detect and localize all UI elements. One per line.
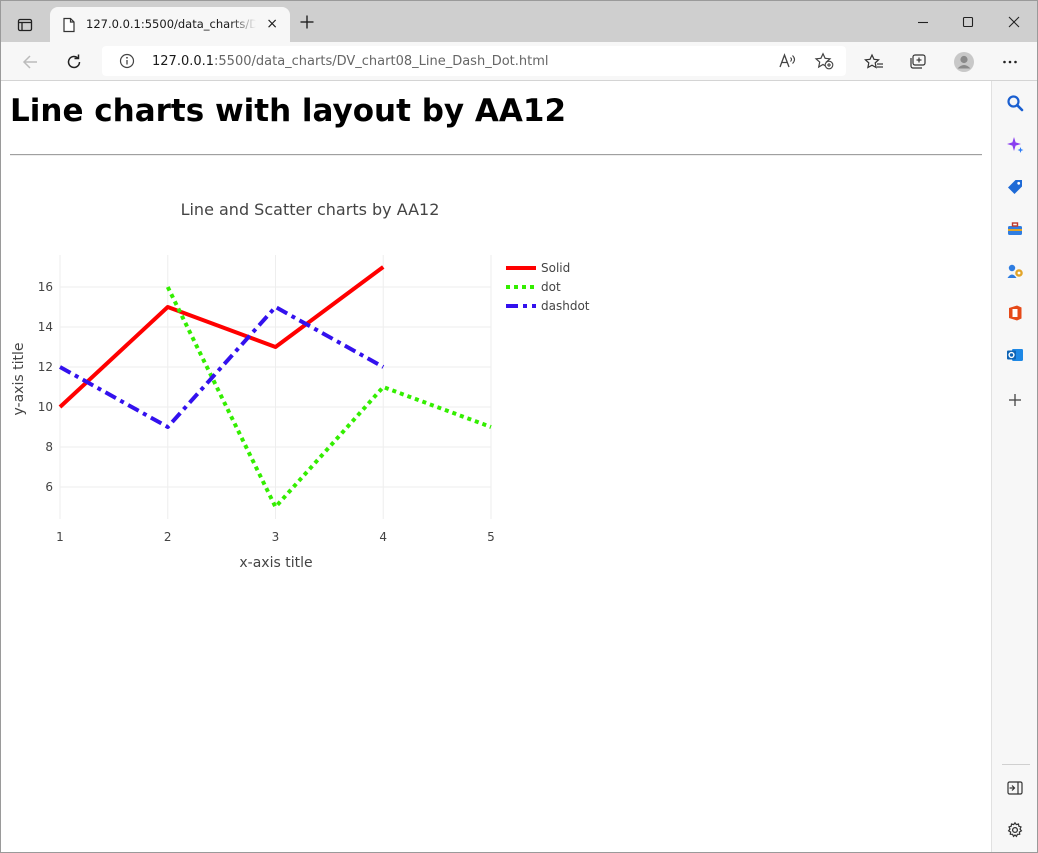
outlook-icon [1007, 349, 1023, 361]
new-tab-button[interactable] [297, 12, 317, 32]
sidebar-hide[interactable] [1004, 777, 1026, 799]
legend-label: dot [541, 280, 561, 294]
sidebar-add[interactable] [1004, 389, 1026, 411]
tag-icon [1008, 180, 1022, 194]
legend-item-dot[interactable]: dot [506, 280, 561, 294]
tab-close-button[interactable]: × [266, 16, 278, 32]
page-heading: Line charts with layout by AA12 [10, 93, 567, 129]
x-tick-label: 1 [56, 530, 64, 544]
plus-icon [300, 15, 314, 29]
settings-and-more-button[interactable] [999, 51, 1021, 73]
more-icon [1003, 60, 1017, 64]
sidebar-search[interactable] [1004, 92, 1026, 114]
x-tick-label: 3 [272, 530, 280, 544]
back-button[interactable] [19, 51, 41, 73]
search-icon [1007, 95, 1024, 112]
edge-sidebar [991, 81, 1037, 852]
arrow-left-icon [22, 55, 37, 69]
favorites-icon [864, 53, 883, 69]
series-line-dashdot [59, 305, 385, 429]
address-bar[interactable]: 127.0.0.1:5500/data_charts/DV_chart08_Li… [102, 46, 846, 76]
y-tick-label: 16 [38, 280, 53, 294]
plus-icon [1009, 394, 1021, 406]
tab-strip: 127.0.0.1:5500/data_charts/DV_chart08_Li… [1, 1, 1037, 42]
collections-icon [910, 54, 926, 69]
refresh-button[interactable] [63, 51, 85, 73]
add-favorite-icon[interactable] [814, 52, 834, 70]
sidebar-copilot[interactable] [1004, 134, 1026, 156]
minimize-button[interactable] [913, 12, 933, 32]
sidebar-settings[interactable] [1004, 819, 1026, 841]
sidebar-games[interactable] [1004, 260, 1026, 282]
tab-actions-button[interactable] [11, 11, 39, 39]
y-tick-label: 12 [38, 360, 53, 374]
legend-item-dashdot[interactable]: dashdot [506, 299, 590, 313]
close-icon [1008, 16, 1020, 28]
minimize-icon [918, 21, 928, 24]
toolbox-icon [1008, 222, 1022, 235]
x-tick-label: 5 [487, 530, 495, 544]
y-axis-title: y-axis title [11, 343, 27, 416]
line-chart: Line and Scatter charts by AA12 68101214… [11, 200, 590, 571]
maximize-button[interactable] [958, 12, 978, 32]
sidebar-outlook[interactable] [1004, 344, 1026, 366]
y-axis-ticks: 6 8 10 12 14 16 [38, 280, 53, 494]
url-path: :5500/data_charts/DV_chart08_Line_Dash_D… [214, 54, 549, 69]
chart-grid [59, 255, 492, 519]
sidebar-shopping[interactable] [1004, 176, 1026, 198]
profile-button[interactable] [953, 51, 975, 73]
tab-title: 127.0.0.1:5500/data_charts/DV_chart08_Li… [86, 17, 256, 31]
legend-label: dashdot [541, 299, 590, 313]
hide-sidebar-icon [1007, 781, 1023, 795]
sparkle-icon [1007, 137, 1024, 153]
favorites-button[interactable] [863, 51, 885, 73]
x-axis-ticks: 1 2 3 4 5 [56, 530, 495, 544]
y-tick-label: 8 [45, 440, 53, 454]
legend-label: Solid [541, 261, 570, 275]
navigation-toolbar: 127.0.0.1:5500/data_charts/DV_chart08_Li… [1, 42, 1037, 81]
y-tick-label: 6 [45, 480, 53, 494]
x-tick-label: 2 [164, 530, 172, 544]
office-icon [1009, 305, 1022, 321]
page-icon [63, 17, 75, 33]
chart-title: Line and Scatter charts by AA12 [181, 200, 440, 219]
refresh-icon [67, 54, 81, 69]
series-line-solid [58, 265, 385, 409]
maximize-icon [962, 16, 974, 28]
y-tick-label: 10 [38, 400, 53, 414]
active-tab[interactable]: 127.0.0.1:5500/data_charts/DV_chart08_Li… [50, 7, 290, 42]
sidebar-divider [1002, 764, 1030, 765]
horizontal-rule [10, 154, 982, 156]
chart-legend[interactable]: Solid dot dashdot [506, 261, 590, 313]
tab-actions-icon [17, 18, 33, 32]
gear-icon [1007, 821, 1023, 838]
avatar-icon [954, 52, 974, 72]
collections-button[interactable] [907, 51, 929, 73]
url-text: 127.0.0.1:5500/data_charts/DV_chart08_Li… [152, 54, 549, 69]
close-window-button[interactable] [1004, 12, 1024, 32]
x-tick-label: 4 [379, 530, 387, 544]
sidebar-tools[interactable] [1004, 218, 1026, 240]
page-content: Line charts with layout by AA12 Line and… [1, 81, 991, 852]
sidebar-office[interactable] [1004, 302, 1026, 324]
legend-item-solid[interactable]: Solid [506, 261, 570, 275]
series-line-dot [165, 286, 492, 509]
info-icon [119, 53, 135, 69]
chart-series [58, 265, 492, 509]
x-axis-title: x-axis title [239, 555, 312, 571]
url-host: 127.0.0.1 [152, 54, 215, 69]
y-tick-label: 14 [38, 320, 53, 334]
games-icon [1007, 264, 1023, 278]
read-aloud-icon[interactable] [778, 52, 796, 70]
